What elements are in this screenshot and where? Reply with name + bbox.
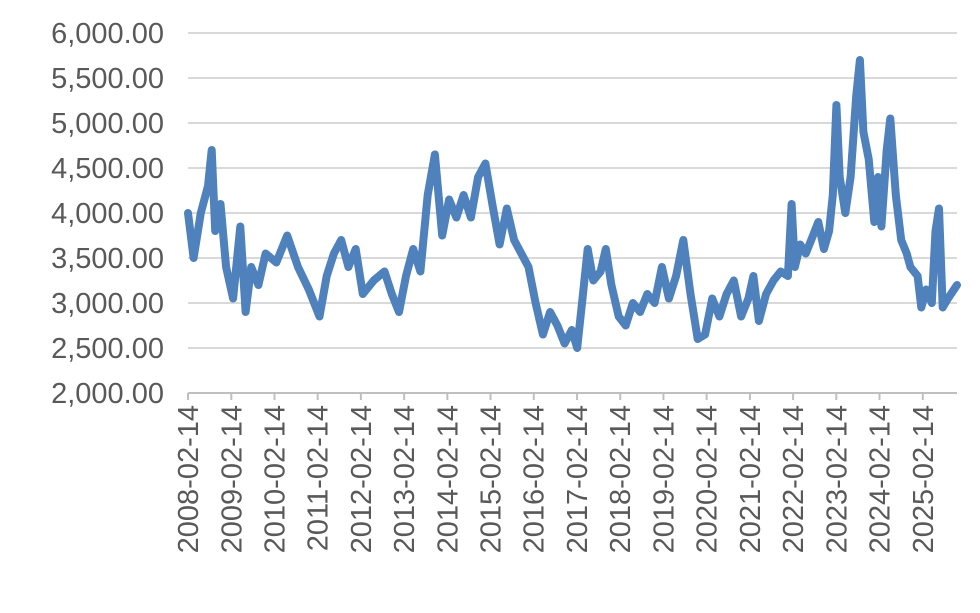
x-tick-label: 2011-02-14	[303, 405, 335, 551]
y-axis-tick-labels: 2,000.00 2,500.00 3,000.00 3,500.00 4,000.00…	[51, 18, 164, 410]
x-tick-label: 2012-02-14	[346, 405, 378, 553]
x-tick-label: 2024-02-14	[864, 405, 896, 553]
x-tick-label: 2023-02-14	[821, 405, 853, 553]
x-axis-tick-labels: 2008-02-14 2009-02-14 2010-02-14 2011-02-14…	[173, 393, 940, 553]
x-tick-label: 2008-02-14	[173, 405, 205, 553]
y-tick-label: 5,500.00	[51, 63, 164, 95]
y-tick-label: 6,000.00	[51, 18, 164, 50]
y-tick-label: 4,000.00	[51, 198, 164, 230]
x-tick-label: 2025-02-14	[908, 405, 940, 553]
x-tick-label: 2010-02-14	[259, 405, 291, 553]
series-line	[184, 56, 961, 352]
x-tick-label: 2017-02-14	[562, 405, 594, 553]
y-tick-label: 2,000.00	[51, 378, 164, 410]
x-tick-label: 2009-02-14	[216, 405, 248, 553]
x-tick-label: 2013-02-14	[389, 405, 421, 553]
x-tick-label: 2015-02-14	[476, 405, 508, 553]
y-tick-label: 2,500.00	[51, 333, 164, 365]
x-tick-label: 2020-02-14	[692, 405, 724, 553]
y-tick-label: 3,500.00	[51, 243, 164, 275]
x-tick-label: 2019-02-14	[648, 405, 680, 553]
x-tick-label: 2021-02-14	[735, 405, 767, 553]
x-tick-label: 2016-02-14	[519, 405, 551, 553]
y-tick-label: 3,000.00	[51, 288, 164, 320]
y-tick-label: 5,000.00	[51, 108, 164, 140]
x-tick-label: 2014-02-14	[432, 405, 464, 553]
y-tick-label: 4,500.00	[51, 153, 164, 185]
x-tick-label: 2022-02-14	[778, 405, 810, 553]
x-tick-label: 2018-02-14	[605, 405, 637, 553]
